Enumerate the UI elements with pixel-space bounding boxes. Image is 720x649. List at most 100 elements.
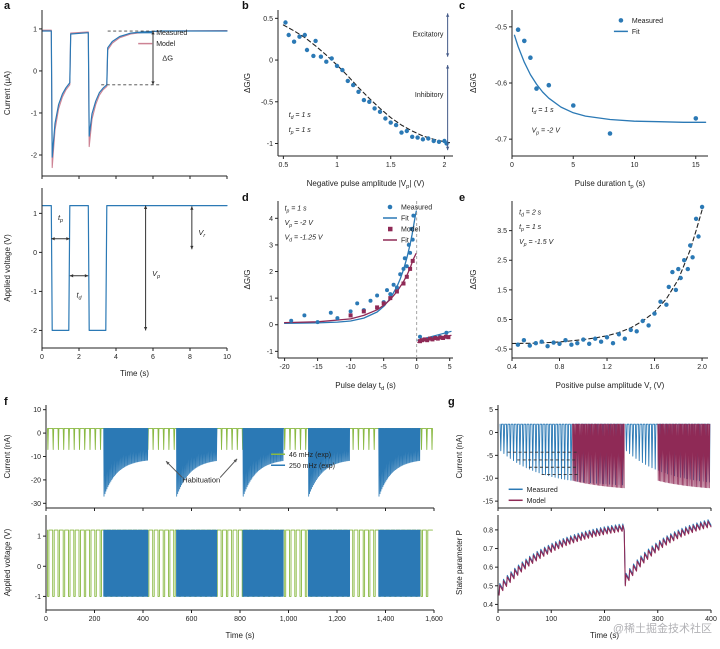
svg-text:6: 6: [151, 354, 155, 361]
svg-text:-1: -1: [267, 141, 273, 148]
svg-text:0.7: 0.7: [483, 546, 493, 553]
chart-a-current: 1 0 -1 -2 Current (µA) ΔG Measured Model: [3, 10, 228, 179]
svg-text:Time (s): Time (s): [225, 631, 254, 640]
panel-label-c: c: [459, 0, 466, 12]
svg-text:0: 0: [33, 250, 37, 257]
chart-f-voltage: 0 200 400 600 800 1,000 1,200 1,400 1,600 1 0 -1 Tim…: [3, 515, 443, 640]
svg-text:Measured: Measured: [632, 18, 663, 25]
svg-text:0.6: 0.6: [483, 565, 493, 572]
svg-text:Vd = -1.25 V: Vd = -1.25 V: [285, 235, 324, 244]
svg-text:0: 0: [37, 564, 41, 571]
svg-text:10: 10: [631, 162, 639, 169]
svg-text:5: 5: [448, 364, 452, 371]
svg-text:-10: -10: [31, 454, 41, 461]
svg-text:0: 0: [44, 616, 48, 623]
svg-text:Vp = -2 V: Vp = -2 V: [285, 220, 315, 229]
svg-text:0: 0: [269, 58, 273, 65]
svg-text:600: 600: [186, 616, 198, 623]
svg-text:tp = 1 s: tp = 1 s: [289, 127, 312, 136]
svg-text:15: 15: [692, 162, 700, 169]
chart-g-current: 5 0 -5 -10 -15 Current (nA) Measured Model: [455, 405, 712, 511]
panel-label-g: g: [448, 396, 455, 408]
svg-text:4: 4: [269, 216, 273, 223]
svg-text:0.5: 0.5: [483, 583, 493, 590]
svg-text:-0.5: -0.5: [495, 347, 507, 354]
svg-text:td: td: [76, 290, 82, 301]
svg-text:Model: Model: [156, 41, 176, 48]
svg-text:0: 0: [415, 364, 419, 371]
svg-text:10: 10: [223, 354, 231, 361]
svg-text:0: 0: [33, 68, 37, 75]
svg-text:1.5: 1.5: [386, 162, 396, 169]
svg-text:5: 5: [489, 407, 493, 414]
svg-text:-2: -2: [31, 152, 37, 159]
svg-text:1: 1: [269, 296, 273, 303]
watermark: @稀土掘金技术社区: [612, 623, 712, 635]
chart-b-negative-amplitude: 0.5 1 1.5 2 0.5 0 -0.5 -1 Negative pulse amplitu…: [243, 10, 453, 190]
svg-text:8: 8: [188, 354, 192, 361]
svg-text:Model: Model: [527, 498, 547, 505]
svg-text:Pulse delay td (s): Pulse delay td (s): [335, 381, 396, 392]
chart-e-positive-amplitude: 0.4 0.8 1.2 1.6 2.0 -0.5 0.5 1.5 2.5 3.5 Positive …: [469, 201, 708, 392]
svg-text:tp = 1 s: tp = 1 s: [285, 205, 308, 214]
svg-text:0.5: 0.5: [279, 162, 289, 169]
svg-text:-1: -1: [31, 289, 37, 296]
svg-text:ΔG/G: ΔG/G: [243, 269, 252, 289]
svg-text:0: 0: [269, 322, 273, 329]
svg-text:Fit: Fit: [401, 238, 409, 245]
svg-text:-30: -30: [31, 501, 41, 508]
svg-text:0: 0: [510, 162, 514, 169]
svg-text:2.5: 2.5: [497, 258, 507, 265]
svg-text:ΔG/G: ΔG/G: [243, 73, 252, 93]
svg-text:0: 0: [496, 616, 500, 623]
svg-text:0: 0: [37, 431, 41, 438]
svg-text:ΔG: ΔG: [162, 53, 173, 62]
svg-text:1: 1: [335, 162, 339, 169]
svg-text:Time (s): Time (s): [590, 631, 619, 640]
svg-text:400: 400: [137, 616, 149, 623]
svg-text:Vp: Vp: [152, 269, 160, 280]
svg-text:100: 100: [545, 616, 557, 623]
svg-text:1.2: 1.2: [602, 364, 612, 371]
svg-text:-1: -1: [35, 594, 41, 601]
svg-text:-1: -1: [31, 110, 37, 117]
svg-text:Measured: Measured: [156, 30, 187, 37]
svg-text:Current (µA): Current (µA): [3, 71, 12, 116]
svg-text:5: 5: [571, 162, 575, 169]
svg-text:0: 0: [40, 354, 44, 361]
svg-text:1: 1: [33, 26, 37, 33]
panel-label-d: d: [242, 192, 249, 204]
svg-text:State parameter P: State parameter P: [455, 530, 464, 595]
svg-text:Applied voltage (V): Applied voltage (V): [3, 234, 12, 302]
svg-text:200: 200: [89, 616, 101, 623]
svg-text:2: 2: [269, 269, 273, 276]
svg-text:1: 1: [37, 534, 41, 541]
svg-text:400: 400: [705, 616, 717, 623]
svg-text:Time (s): Time (s): [120, 369, 149, 378]
svg-text:0: 0: [489, 430, 493, 437]
svg-text:td = 1 s: td = 1 s: [532, 107, 555, 116]
svg-text:1.6: 1.6: [650, 364, 660, 371]
svg-text:-20: -20: [280, 364, 290, 371]
svg-text:800: 800: [234, 616, 246, 623]
svg-text:-5: -5: [381, 364, 387, 371]
svg-text:1,200: 1,200: [328, 616, 346, 623]
svg-text:0.8: 0.8: [555, 364, 565, 371]
svg-text:-0.6: -0.6: [495, 81, 507, 88]
svg-text:-0.5: -0.5: [495, 24, 507, 31]
svg-text:Inhibitory: Inhibitory: [415, 92, 444, 99]
svg-text:Fit: Fit: [632, 29, 640, 36]
svg-text:Vp = -2 V: Vp = -2 V: [532, 127, 562, 136]
svg-text:-1: -1: [267, 349, 273, 356]
svg-text:46 mHz (exp): 46 mHz (exp): [289, 452, 331, 459]
svg-text:Current (nA): Current (nA): [455, 434, 464, 478]
svg-text:Applied voltage (V): Applied voltage (V): [3, 528, 12, 596]
chart-c-pulse-duration: 0 5 10 15 -0.5 -0.6 -0.7 Pulse duration tp (s) Δ…: [469, 10, 708, 190]
panel-label-e: e: [459, 192, 466, 204]
svg-text:-5: -5: [487, 453, 493, 460]
svg-text:td = 1 s: td = 1 s: [289, 112, 312, 121]
svg-text:-15: -15: [313, 364, 323, 371]
panel-label-a: a: [4, 0, 11, 12]
